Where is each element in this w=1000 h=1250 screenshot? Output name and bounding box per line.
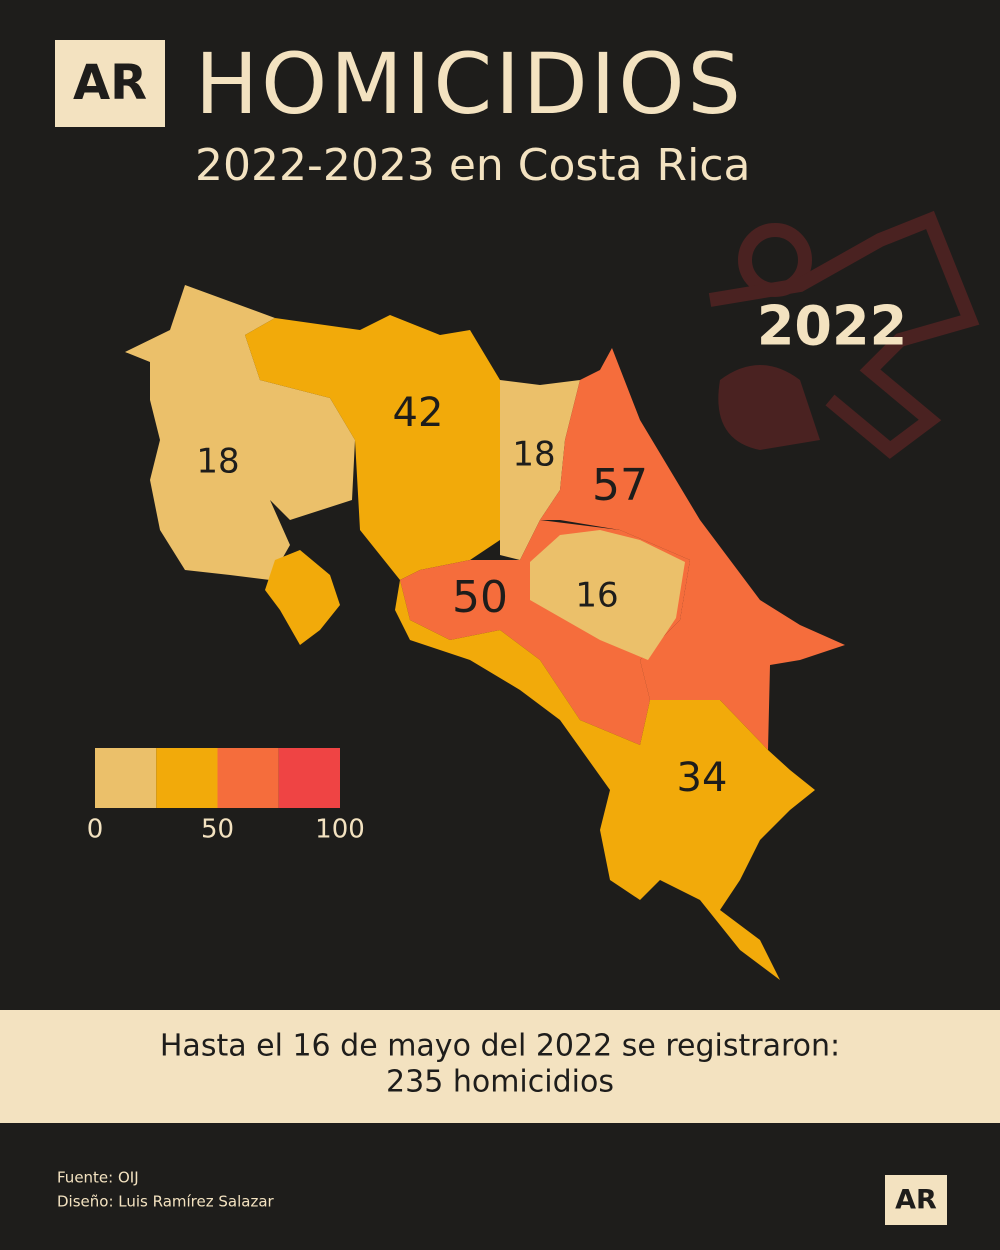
legend-swatch <box>217 748 279 808</box>
region <box>540 348 845 750</box>
footer-logo: AR <box>895 1185 937 1216</box>
region-label: 50 <box>452 572 508 623</box>
map: 18 42 18 57 50 16 34 <box>125 285 845 980</box>
region <box>265 550 815 980</box>
legend-tick-label: 50 <box>201 815 234 845</box>
footer-logo-box <box>885 1175 947 1225</box>
source: Fuente: OIJ <box>57 1169 139 1187</box>
title: HOMICIDIOS <box>195 35 744 133</box>
legend-tick-label: 100 <box>315 815 365 845</box>
summary-band <box>0 1010 1000 1123</box>
region-label: 18 <box>196 442 239 482</box>
summary-line: 235 homicidios <box>386 1065 614 1100</box>
summary-line: Hasta el 16 de mayo del 2022 se registra… <box>160 1029 840 1064</box>
region-label: 34 <box>677 755 728 801</box>
legend-swatch <box>95 748 157 808</box>
region <box>530 530 685 660</box>
region <box>500 380 580 560</box>
logo-box <box>55 40 165 127</box>
region-label: 42 <box>393 390 444 436</box>
region-label: 16 <box>575 576 618 616</box>
region-label: 57 <box>592 460 648 511</box>
region <box>245 315 500 580</box>
logo: AR <box>73 55 147 111</box>
silhouette-icon <box>708 210 980 459</box>
legend-swatch <box>278 748 340 808</box>
design-credit: Diseño: Luis Ramírez Salazar <box>57 1193 275 1211</box>
year: 2022 <box>757 295 907 358</box>
legend: 0 50 100 <box>87 748 365 845</box>
subtitle: 2022-2023 en Costa Rica <box>195 140 750 191</box>
legend-swatch <box>156 748 218 808</box>
legend-tick-label: 0 <box>87 815 104 845</box>
region <box>125 285 355 580</box>
icon-blot <box>718 365 820 450</box>
region-label: 18 <box>512 435 555 475</box>
